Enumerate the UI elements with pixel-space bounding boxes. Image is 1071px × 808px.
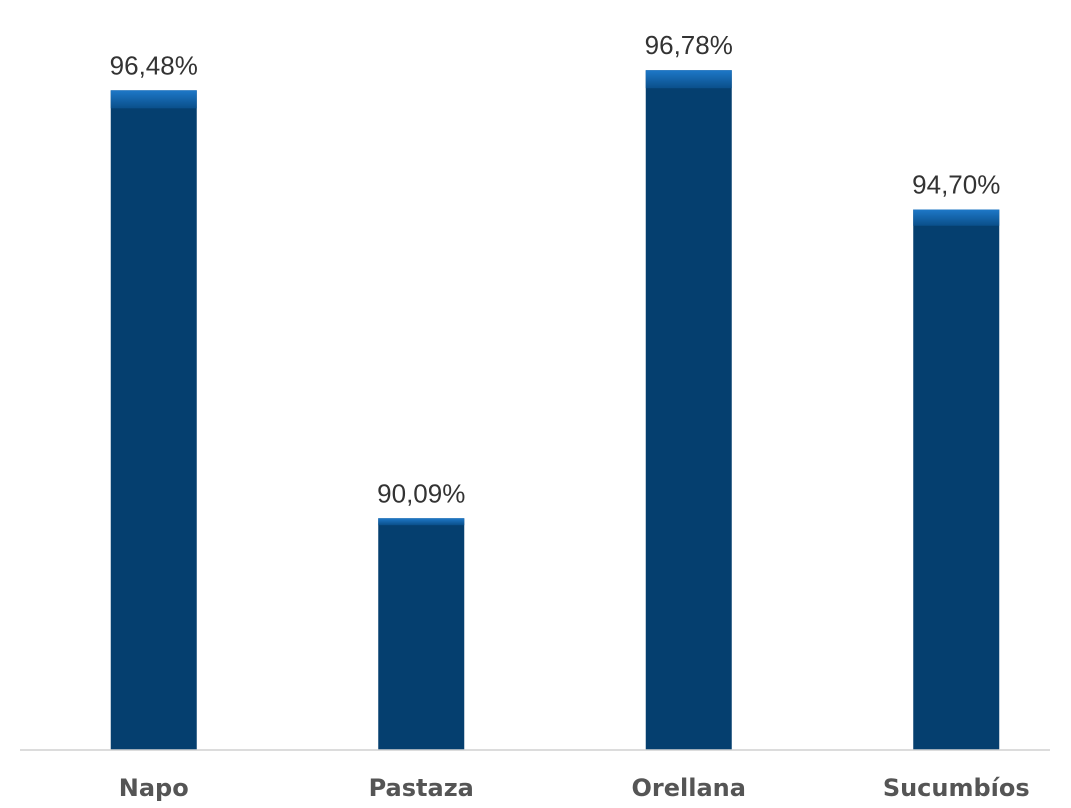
bar-pastaza <box>378 518 465 750</box>
bar-cap-orellana <box>645 70 732 89</box>
data-labels-group: 96,48% 90,09% 96,78% 94,70% <box>110 30 1001 508</box>
bar-cap-napo <box>110 90 197 109</box>
data-label-napo: 96,48% <box>110 50 198 80</box>
bar-napo <box>110 90 197 750</box>
x-tick-label-orellana: Orellana <box>632 774 746 802</box>
data-label-orellana: 96,78% <box>645 30 733 60</box>
bars-group <box>110 70 1000 750</box>
bar-sucumbios <box>913 209 1000 750</box>
data-label-pastaza: 90,09% <box>377 478 465 508</box>
bar-cap-sucumbios <box>913 209 1000 226</box>
data-label-sucumbios: 94,70% <box>912 170 1000 200</box>
x-tick-label-pastaza: Pastaza <box>369 774 474 802</box>
bar-cap-pastaza <box>378 518 465 526</box>
x-tick-label-napo: Napo <box>119 774 189 802</box>
x-tick-label-sucumbios: Sucumbíos <box>883 774 1030 802</box>
bar-orellana <box>645 70 732 750</box>
x-tick-labels-group: Napo Pastaza Orellana Sucumbíos <box>119 774 1030 802</box>
